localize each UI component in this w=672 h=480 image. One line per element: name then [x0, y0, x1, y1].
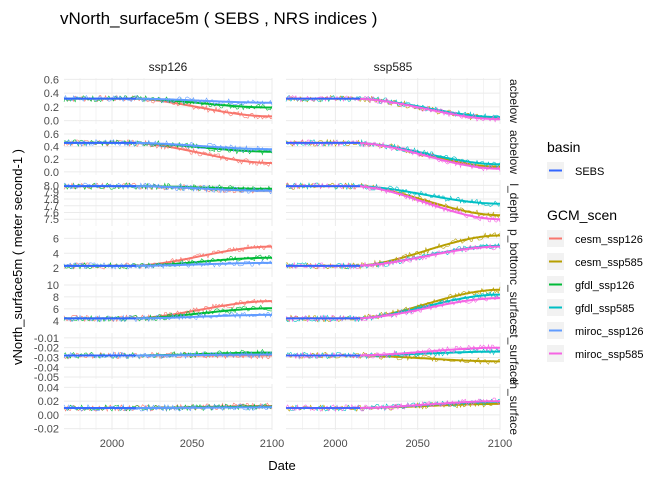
- y-tick-label: 7.7: [44, 201, 59, 213]
- x-tick-label: 2000: [100, 438, 124, 450]
- y-tick-label: 0.2: [44, 154, 59, 166]
- panel: [285, 129, 501, 175]
- panel: [63, 180, 273, 226]
- row-strip-label: acbelow: [507, 79, 521, 123]
- y-tick-label: 7.6: [44, 207, 59, 219]
- panel: [285, 333, 501, 379]
- y-tick-label: 0.02: [38, 396, 59, 408]
- panel: [285, 231, 501, 277]
- panel: [285, 282, 501, 328]
- legend-title: GCM_scen: [547, 207, 617, 223]
- y-axis-title: vNorth_surface5m ( meter second-1 ): [10, 149, 25, 365]
- legend-item: miroc_ssp126: [547, 322, 643, 339]
- panel: [63, 333, 273, 379]
- series-raw-line: [63, 403, 273, 413]
- series-raw-line: [285, 139, 501, 172]
- series-raw-line: [285, 95, 501, 123]
- y-tick-label: 2: [53, 263, 59, 275]
- row-strip-label: l_depth: [507, 183, 521, 222]
- legend: basin SEBS GCM_scen cesm_ssp126 cesm_ssp585g…: [547, 139, 643, 362]
- y-tick-label: -0.02: [34, 424, 59, 436]
- y-tick-label: 0.4: [44, 142, 59, 154]
- row-strip-label: c_surface: [507, 279, 521, 331]
- row-strip-label: acbelow: [507, 130, 521, 174]
- series-raw-line: [63, 304, 272, 323]
- y-tick-label: 7.5: [44, 214, 59, 226]
- series-raw-line: [285, 397, 501, 413]
- y-tick-label: 0.6: [44, 74, 59, 86]
- legend-item: SEBS: [547, 162, 604, 179]
- y-tick-label: -0.01: [34, 333, 59, 345]
- y-tick-label: -0.03: [34, 352, 59, 364]
- y-tick-label: 4: [53, 248, 59, 260]
- panel: [63, 384, 273, 430]
- y-tick-label: 7.8: [44, 194, 59, 206]
- legend-label: SEBS: [575, 166, 604, 178]
- y-tick-label: 0.00: [38, 410, 59, 422]
- y-tick-label: -0.05: [34, 372, 59, 384]
- y-tick-label: 6: [53, 304, 59, 316]
- legend-label: miroc_ssp126: [575, 326, 643, 338]
- panel: [285, 78, 501, 124]
- panel: [63, 129, 273, 175]
- panel: [285, 180, 501, 226]
- series-raw-line: [64, 139, 273, 156]
- series-raw-line: [63, 94, 273, 106]
- legend-item: cesm_ssp126: [547, 230, 643, 247]
- row-strip-label: p_bottom: [507, 229, 521, 279]
- legend-label: gfdl_ssp126: [575, 280, 634, 292]
- y-tick-label: 0.0: [44, 116, 59, 128]
- x-axis-title: Date: [268, 458, 295, 473]
- y-tick-label: 6: [53, 233, 59, 245]
- x-tick-label: 2050: [180, 438, 204, 450]
- panel: [63, 282, 273, 328]
- y-tick-label: 4: [53, 316, 59, 328]
- panel: [63, 78, 273, 124]
- y-tick-label: 7.9: [44, 187, 59, 199]
- row-strip-label: st_surface: [507, 328, 521, 384]
- x-tick-label: 2000: [323, 438, 347, 450]
- panel: [63, 231, 273, 277]
- x-tick-label: 2050: [405, 438, 429, 450]
- panel: [285, 384, 501, 430]
- y-tick-label: 8: [53, 292, 59, 304]
- series-raw-line: [285, 398, 501, 412]
- y-tick-label: 0.4: [44, 88, 59, 100]
- legend-label: cesm_ssp126: [575, 234, 643, 246]
- legend-title: basin: [547, 139, 580, 155]
- legend-item: cesm_ssp585: [547, 253, 643, 270]
- x-tick-label: 2100: [260, 438, 284, 450]
- legend-item: miroc_ssp585: [547, 345, 643, 362]
- legend-item: gfdl_ssp585: [547, 299, 634, 316]
- legend-item: gfdl_ssp126: [547, 276, 634, 293]
- x-tick-label: 2100: [488, 438, 512, 450]
- y-tick-label: 10: [47, 280, 59, 292]
- y-tick-label: 0.2: [44, 102, 59, 114]
- y-tick-label: -0.02: [34, 343, 59, 355]
- legend-label: gfdl_ssp585: [575, 303, 634, 315]
- y-tick-label: 0.6: [44, 129, 59, 141]
- chart-title: vNorth_surface5m ( SEBS , NRS indices ): [60, 9, 377, 28]
- column-strip-label: ssp126: [149, 60, 188, 74]
- y-tick-label: 0.04: [38, 382, 59, 394]
- legend-label: cesm_ssp585: [575, 257, 643, 269]
- legend-label: miroc_ssp585: [575, 349, 643, 361]
- y-tick-label: 0.0: [44, 167, 59, 179]
- row-strip-label: th_surface: [507, 379, 521, 435]
- y-tick-label: 8.0: [44, 180, 59, 192]
- column-strip-label: ssp585: [374, 60, 413, 74]
- y-tick-label: -0.04: [34, 362, 59, 374]
